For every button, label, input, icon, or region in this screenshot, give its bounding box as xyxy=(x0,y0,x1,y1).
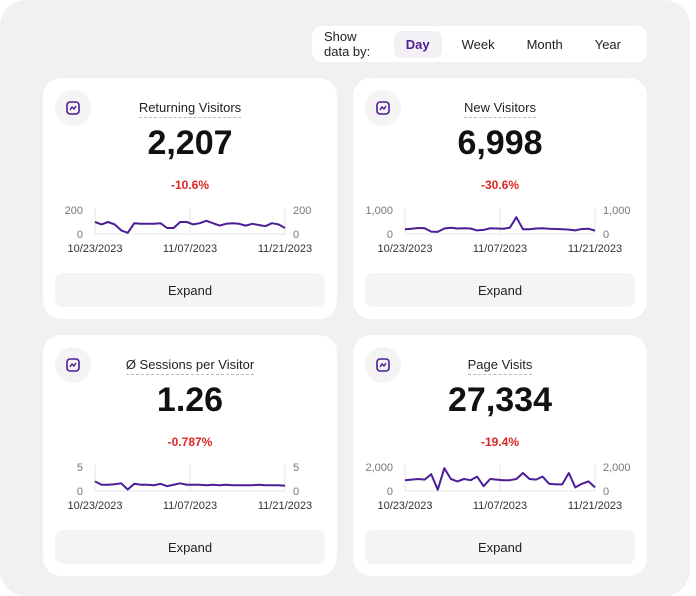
y-max-label-left: 2,000 xyxy=(365,462,393,474)
y-min-label-right: 0 xyxy=(603,486,609,498)
option-day[interactable]: Day xyxy=(393,30,442,58)
x-tick-label: 11/07/2023 xyxy=(473,243,527,255)
line-chart-icon xyxy=(55,347,91,383)
sessions-per-visitor-card: Ø Sessions per Visitor 1.26 -0.787% 5 0 5 0… xyxy=(43,335,337,576)
option-year[interactable]: Year xyxy=(594,36,621,52)
sparkline-chart: 2,000 0 2,000 0 10/23/2023 11/07/2023 11/21/20… xyxy=(365,462,631,512)
expand-button[interactable]: Expand xyxy=(365,273,635,307)
sparkline-chart: 5 0 5 0 10/23/2023 11/07/2023 11/21/2023 xyxy=(67,462,312,512)
x-tick-label: 11/21/2023 xyxy=(258,243,312,255)
metric-change: -19.4% xyxy=(480,435,520,449)
x-tick-label: 10/23/2023 xyxy=(67,243,122,255)
show-data-by-toggle: Show data by: Day Week Month Year xyxy=(312,26,647,62)
y-max-label-right: 200 xyxy=(293,205,311,217)
x-tick-label: 11/07/2023 xyxy=(473,500,527,512)
x-tick-label: 11/21/2023 xyxy=(568,500,622,512)
y-min-label-left: 0 xyxy=(387,486,393,498)
y-max-label-right: 5 xyxy=(293,462,299,474)
x-tick-label: 11/07/2023 xyxy=(163,500,217,512)
y-min-label-right: 0 xyxy=(603,229,609,241)
sparkline-chart: 200 0 200 0 10/23/2023 11/07/2023 11/21/2023 xyxy=(65,205,312,255)
y-max-label-right: 2,000 xyxy=(603,462,631,474)
card-title: New Visitors xyxy=(463,100,536,118)
x-tick-label: 10/23/2023 xyxy=(67,500,122,512)
line-chart-icon xyxy=(365,347,401,383)
option-week[interactable]: Week xyxy=(461,36,495,52)
line-chart-icon xyxy=(365,90,401,126)
x-tick-label: 10/23/2023 xyxy=(377,243,432,255)
y-max-label-left: 5 xyxy=(77,462,83,474)
data-line xyxy=(94,219,286,234)
metric-change: -30.6% xyxy=(480,178,520,192)
metric-value: 1.26 xyxy=(156,381,224,419)
page-visits-card: Page Visits 27,334 -19.4% 2,000 0 2,000 0 10… xyxy=(353,335,647,576)
data-line xyxy=(94,480,286,491)
x-tick-label: 11/21/2023 xyxy=(568,243,622,255)
y-min-label-left: 0 xyxy=(77,229,83,241)
show-data-by-label: Show data by: xyxy=(324,29,371,59)
sparkline-chart: 1,000 0 1,000 0 10/23/2023 11/07/2023 11/21/20… xyxy=(365,205,631,255)
y-min-label-left: 0 xyxy=(77,486,83,498)
data-line xyxy=(404,467,596,491)
y-min-label-right: 0 xyxy=(293,229,299,241)
x-tick-label: 11/07/2023 xyxy=(163,243,217,255)
data-line xyxy=(404,216,596,233)
card-title: Page Visits xyxy=(467,357,533,375)
card-title: Ø Sessions per Visitor xyxy=(125,357,255,375)
line-chart-icon xyxy=(55,90,91,126)
x-tick-label: 11/21/2023 xyxy=(258,500,312,512)
option-month[interactable]: Month xyxy=(526,36,563,52)
y-min-label-right: 0 xyxy=(293,486,299,498)
y-max-label-left: 200 xyxy=(65,205,83,217)
y-max-label-left: 1,000 xyxy=(365,205,393,217)
metric-change: -10.6% xyxy=(170,178,210,192)
card-title: Returning Visitors xyxy=(138,100,242,118)
new-visitors-card: New Visitors 6,998 -30.6% 1,000 0 1,000 0 10… xyxy=(353,78,647,319)
metric-value: 2,207 xyxy=(147,124,233,162)
metric-value: 6,998 xyxy=(457,124,543,162)
y-max-label-right: 1,000 xyxy=(603,205,631,217)
returning-visitors-card: Returning Visitors 2,207 -10.6% 200 0 200 0… xyxy=(43,78,337,319)
metric-value: 27,334 xyxy=(448,381,552,419)
metric-change: -0.787% xyxy=(167,435,213,449)
expand-button[interactable]: Expand xyxy=(55,273,325,307)
expand-button[interactable]: Expand xyxy=(365,530,635,564)
x-tick-label: 10/23/2023 xyxy=(377,500,432,512)
expand-button[interactable]: Expand xyxy=(55,530,325,564)
y-min-label-left: 0 xyxy=(387,229,393,241)
